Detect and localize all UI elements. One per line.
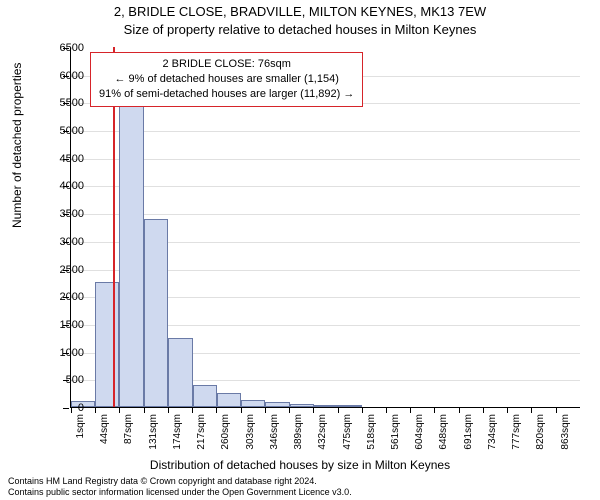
y-tick-label: 4000	[60, 180, 84, 192]
x-tick	[338, 407, 339, 413]
histogram-bar	[144, 219, 168, 407]
x-tick	[483, 407, 484, 413]
x-tick-label: 518sqm	[366, 414, 377, 464]
y-tick-label: 1000	[60, 347, 84, 359]
histogram-bar	[193, 385, 217, 407]
x-tick	[168, 407, 169, 413]
y-tick-label: 3000	[60, 236, 84, 248]
gridline	[71, 159, 580, 160]
chart-container: 2, BRIDLE CLOSE, BRADVILLE, MILTON KEYNE…	[0, 0, 600, 500]
x-axis-title: Distribution of detached houses by size …	[0, 458, 600, 472]
x-tick-label: 820sqm	[535, 414, 546, 464]
caption-line1: Contains HM Land Registry data © Crown c…	[8, 476, 352, 487]
y-tick-label: 5500	[60, 97, 84, 109]
x-tick	[410, 407, 411, 413]
x-tick-label: 777sqm	[511, 414, 522, 464]
y-tick-label: 1500	[60, 319, 84, 331]
x-tick-label: 604sqm	[414, 414, 425, 464]
x-tick	[362, 407, 363, 413]
histogram-bar	[95, 282, 119, 407]
y-tick-label: 6500	[60, 42, 84, 54]
y-tick-label: 500	[66, 374, 84, 386]
x-tick	[241, 407, 242, 413]
y-tick-label: 4500	[60, 153, 84, 165]
x-tick-label: 303sqm	[245, 414, 256, 464]
legend-line3: 91% of semi-detached houses are larger (…	[99, 87, 354, 102]
histogram-bar	[119, 102, 143, 407]
x-tick-label: 217sqm	[196, 414, 207, 464]
y-axis-title: Number of detached properties	[10, 63, 24, 228]
x-tick-label: 131sqm	[148, 414, 159, 464]
histogram-bar	[217, 393, 241, 407]
x-tick-label: 346sqm	[269, 414, 280, 464]
x-tick-label: 260sqm	[220, 414, 231, 464]
x-tick	[507, 407, 508, 413]
x-tick-label: 734sqm	[487, 414, 498, 464]
x-tick	[119, 407, 120, 413]
x-tick	[531, 407, 532, 413]
histogram-bar	[314, 405, 338, 407]
histogram-bar	[290, 404, 314, 407]
y-tick-label: 2000	[60, 291, 84, 303]
x-tick-label: 691sqm	[463, 414, 474, 464]
legend-line1: 2 BRIDLE CLOSE: 76sqm	[99, 57, 354, 72]
y-tick-label: 0	[78, 402, 84, 414]
y-tick	[63, 408, 69, 409]
gridline	[71, 186, 580, 187]
histogram-bar	[241, 400, 265, 407]
x-tick-label: 863sqm	[560, 414, 571, 464]
x-tick	[434, 407, 435, 413]
x-tick	[144, 407, 145, 413]
caption: Contains HM Land Registry data © Crown c…	[8, 476, 352, 499]
x-tick	[289, 407, 290, 413]
x-tick	[313, 407, 314, 413]
histogram-bar	[265, 402, 289, 407]
x-tick-label: 648sqm	[438, 414, 449, 464]
chart-title-line2: Size of property relative to detached ho…	[0, 22, 600, 37]
x-tick	[192, 407, 193, 413]
x-tick-label: 561sqm	[390, 414, 401, 464]
x-tick	[556, 407, 557, 413]
x-tick-label: 44sqm	[99, 414, 110, 464]
caption-line2: Contains public sector information licen…	[8, 487, 352, 498]
y-tick-label: 2500	[60, 264, 84, 276]
histogram-bar	[338, 405, 362, 407]
x-tick	[216, 407, 217, 413]
legend-box: 2 BRIDLE CLOSE: 76sqm ← 9% of detached h…	[90, 52, 363, 107]
x-tick-label: 1sqm	[75, 414, 86, 464]
x-tick-label: 389sqm	[293, 414, 304, 464]
x-tick-label: 432sqm	[317, 414, 328, 464]
x-tick	[459, 407, 460, 413]
histogram-bar	[168, 338, 192, 407]
gridline	[71, 214, 580, 215]
chart-title-line1: 2, BRIDLE CLOSE, BRADVILLE, MILTON KEYNE…	[0, 4, 600, 19]
legend-line2: ← 9% of detached houses are smaller (1,1…	[99, 72, 354, 87]
gridline	[71, 131, 580, 132]
x-tick	[386, 407, 387, 413]
x-tick-label: 87sqm	[123, 414, 134, 464]
y-tick-label: 3500	[60, 208, 84, 220]
x-tick	[265, 407, 266, 413]
x-tick-label: 174sqm	[172, 414, 183, 464]
x-tick	[95, 407, 96, 413]
y-tick-label: 6000	[60, 70, 84, 82]
x-tick	[71, 407, 72, 413]
x-tick-label: 475sqm	[342, 414, 353, 464]
y-tick-label: 5000	[60, 125, 84, 137]
